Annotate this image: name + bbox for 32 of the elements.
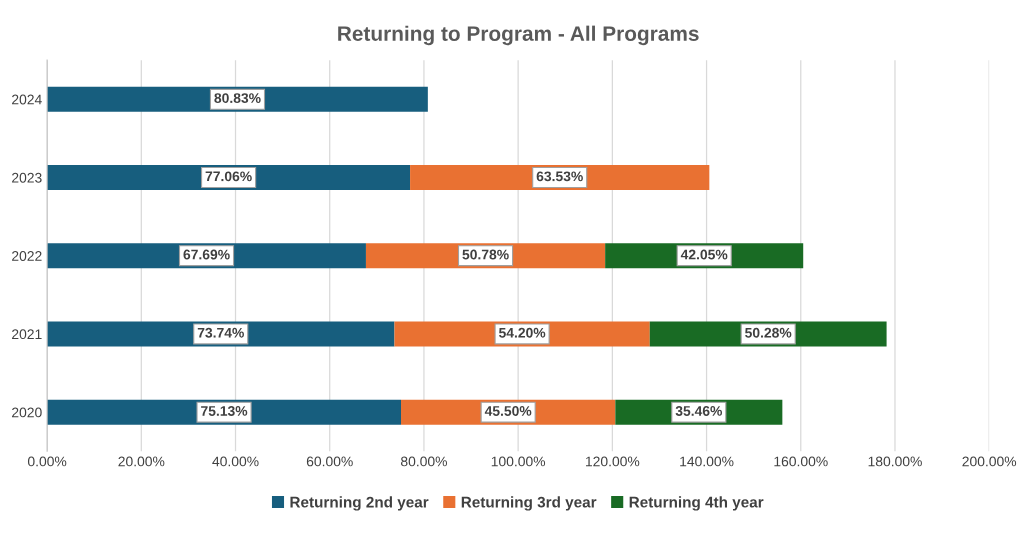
data-label: 42.05%: [680, 249, 728, 260]
x-tick-label: 0.00%: [27, 456, 67, 467]
x-tick-label: 180.00%: [868, 456, 922, 467]
data-label: 45.50%: [484, 406, 532, 416]
x-tick-label: 160.00%: [774, 456, 828, 467]
x-tick-label: 100.00%: [491, 456, 546, 467]
y-tick-label: 2020: [12, 407, 42, 418]
data-label: 63.53%: [536, 171, 583, 182]
legend-label: Returning 2nd year: [290, 496, 429, 511]
y-tick-label: 2024: [12, 94, 42, 105]
y-tick-label: 2021: [12, 329, 42, 340]
x-tick-label: 140.00%: [680, 456, 734, 467]
data-label: 50.78%: [462, 249, 509, 260]
y-tick-label: 2023: [12, 172, 42, 183]
data-label: 75.13%: [201, 406, 248, 416]
x-tick-label: 200.00%: [962, 456, 1017, 467]
x-tick-label: 120.00%: [586, 456, 640, 467]
data-label: 80.83%: [214, 93, 261, 104]
data-label: 54.20%: [498, 327, 546, 338]
x-tick-label: 20.00%: [118, 456, 165, 467]
legend-label: Returning 3rd year: [461, 496, 597, 511]
data-label: 77.06%: [205, 171, 252, 182]
data-label: 67.69%: [183, 249, 230, 260]
data-label: 50.28%: [745, 327, 792, 338]
chart-title: Returning to Program - All Programs: [338, 25, 699, 46]
data-label: 35.46%: [675, 406, 723, 416]
x-tick-label: 60.00%: [306, 456, 353, 467]
legend-label: Returning 4th year: [629, 496, 764, 511]
y-tick-label: 2022: [12, 251, 42, 261]
x-tick-label: 80.00%: [400, 456, 447, 467]
x-tick-label: 40.00%: [212, 456, 259, 467]
data-label: 73.74%: [197, 327, 244, 338]
